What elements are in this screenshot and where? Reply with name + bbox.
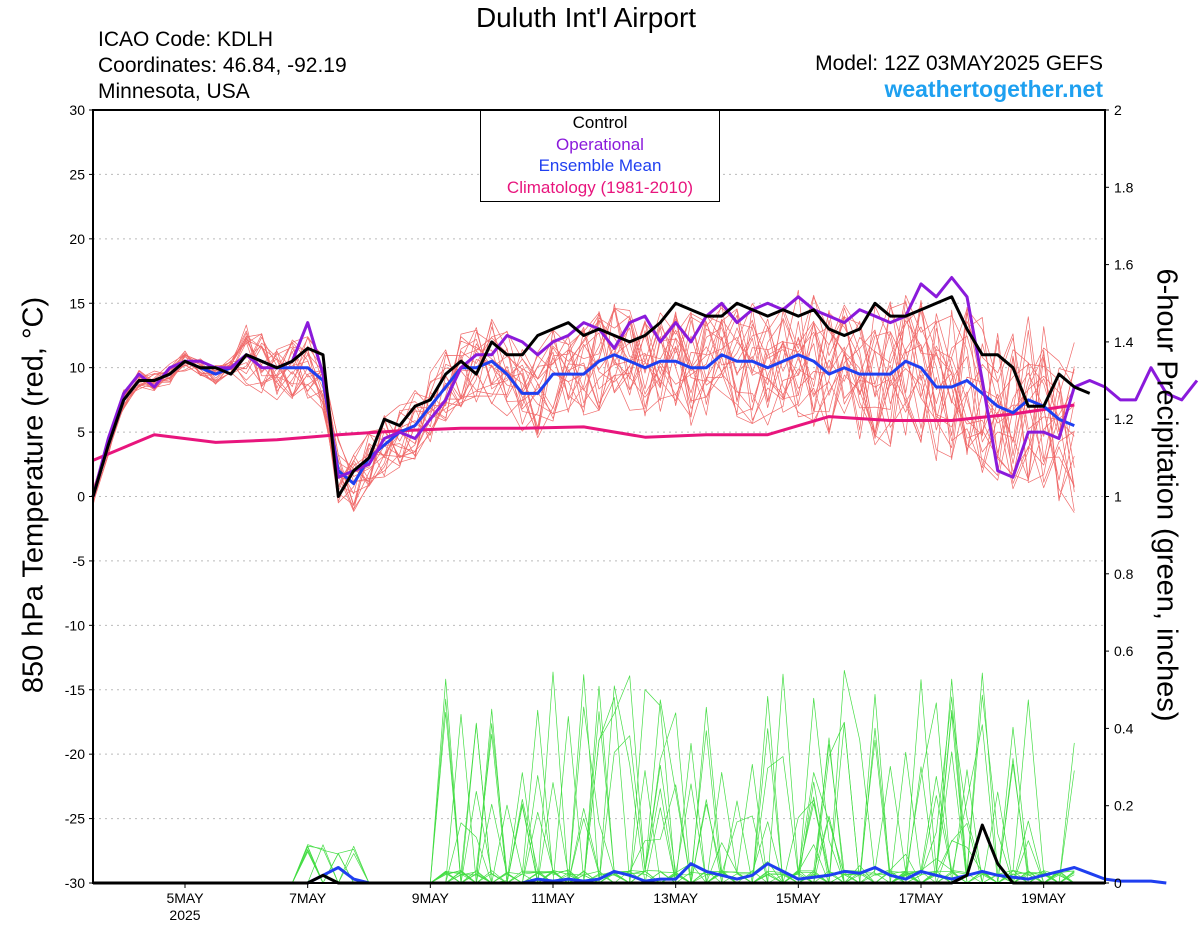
icao-code: ICAO Code: KDLH xyxy=(98,28,274,51)
x-tick-label: 7MAY xyxy=(289,890,327,906)
y-tick-label: 15 xyxy=(69,295,85,311)
y-tick-label: 10 xyxy=(69,360,85,376)
chart-title: Duluth Int'l Airport xyxy=(475,2,697,33)
temp-member-line xyxy=(92,300,1075,493)
precip-member-line xyxy=(93,706,1075,884)
y-tick-label: 20 xyxy=(69,231,85,247)
y2-tick-label: 0.6 xyxy=(1114,643,1134,659)
y-tick-label: 0 xyxy=(77,489,85,505)
y2-tick-label: 0 xyxy=(1114,875,1122,891)
y-tick-label: -5 xyxy=(73,553,86,569)
precip-member-line xyxy=(93,689,1075,884)
y-tick-label: -10 xyxy=(65,617,85,633)
location: Minnesota, USA xyxy=(98,80,250,103)
x-tick-label: 17MAY xyxy=(899,890,945,906)
y2-tick-label: 1.8 xyxy=(1114,179,1134,195)
legend-ensemble-mean: Ensemble Mean xyxy=(538,156,662,175)
y-tick-label: -15 xyxy=(65,682,85,698)
y-tick-label: -20 xyxy=(65,746,85,762)
model-run: Model: 12Z 03MAY2025 GEFS xyxy=(815,52,1103,75)
y2-tick-label: 1.6 xyxy=(1114,257,1134,273)
precip-member-line xyxy=(93,672,1075,884)
precip-members xyxy=(93,670,1075,884)
legend-operational: Operational xyxy=(556,134,644,154)
x-tick-sublabel: 2025 xyxy=(169,907,200,923)
y-tick-label: -25 xyxy=(65,811,85,827)
precip-member-line xyxy=(93,673,1075,884)
temp-member-line xyxy=(92,308,1075,510)
y2-tick-label: 2 xyxy=(1114,102,1122,118)
precip-member-line xyxy=(93,674,1075,884)
precip-member-line xyxy=(93,694,1075,884)
temp-member-line xyxy=(92,296,1075,513)
y2-tick-label: 0.2 xyxy=(1114,798,1134,814)
legend: Control Operational Ensemble Mean Climat… xyxy=(480,110,720,202)
x-tick-label: 19MAY xyxy=(1021,890,1067,906)
climatology-line xyxy=(92,403,1075,462)
y2-tick-label: 1 xyxy=(1114,489,1122,505)
y2-tick-label: 1.4 xyxy=(1114,334,1134,350)
precip-member-line xyxy=(93,696,1075,884)
x-tick-label: 15MAY xyxy=(776,890,822,906)
site-link[interactable]: weathertogether.net xyxy=(884,76,1103,102)
precip-member-line xyxy=(93,670,1075,884)
temp-member-line xyxy=(92,294,1075,504)
x-tick-label: 5MAY xyxy=(166,890,204,906)
y-tick-label: 30 xyxy=(69,102,85,118)
legend-control: Control xyxy=(572,113,628,132)
y2-tick-label: 1.2 xyxy=(1114,411,1134,427)
y-tick-label: 25 xyxy=(69,166,85,182)
y-tick-label: 5 xyxy=(77,424,85,440)
coordinates: Coordinates: 46.84, -92.19 xyxy=(98,54,347,77)
y-tick-label: -30 xyxy=(65,875,85,891)
x-tick-label: 13MAY xyxy=(653,890,699,906)
y2-tick-label: 0.8 xyxy=(1114,566,1134,582)
temp-member-line xyxy=(92,302,1075,501)
precip-member-line xyxy=(93,697,1075,884)
y2-tick-label: 0.4 xyxy=(1114,720,1134,736)
temp-member-line xyxy=(92,310,1075,506)
y-axis-left-label: 850 hPa Temperature (red, °C) xyxy=(17,296,50,694)
x-tick-label: 11MAY xyxy=(531,890,575,906)
y-axis-right-label: 6-hour Precipitation (green, inches) xyxy=(1150,268,1183,722)
legend-climatology: Climatology (1981-2010) xyxy=(506,177,694,197)
temp-member-line xyxy=(92,307,1075,499)
main-series xyxy=(91,276,1199,885)
precip-member-line xyxy=(93,671,1075,884)
temp-member-line xyxy=(92,309,1075,506)
x-tick-label: 9MAY xyxy=(412,890,450,906)
precip-member-line xyxy=(93,694,1075,884)
control-line xyxy=(91,295,1091,498)
